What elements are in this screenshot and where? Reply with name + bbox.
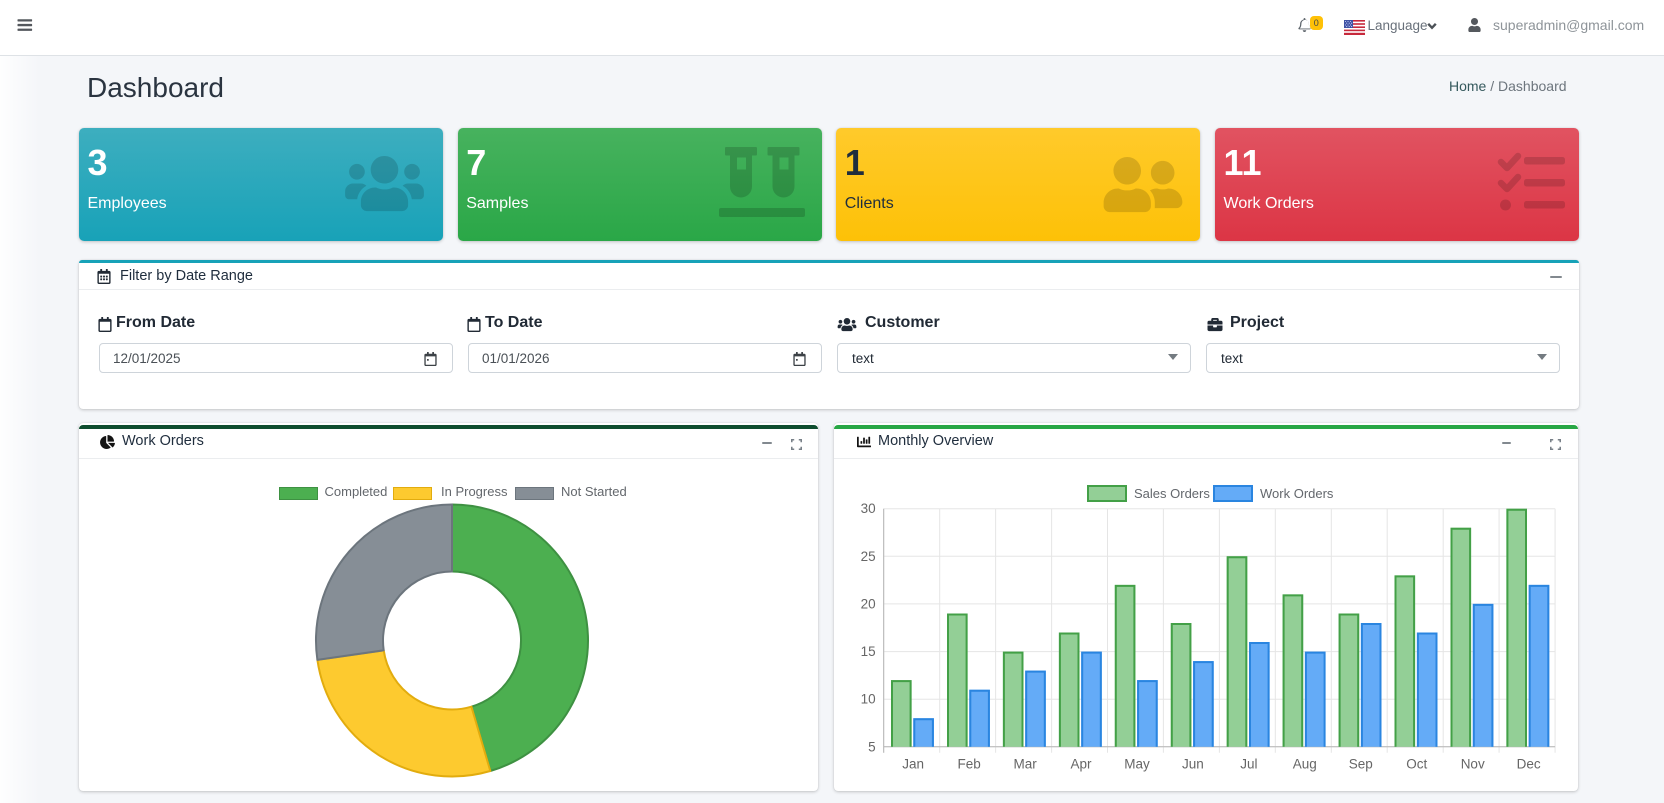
svg-text:Feb: Feb bbox=[957, 756, 980, 771]
svg-text:Dec: Dec bbox=[1517, 756, 1541, 771]
svg-text:20: 20 bbox=[861, 596, 876, 611]
svg-text:Mar: Mar bbox=[1013, 756, 1037, 771]
svg-text:Jun: Jun bbox=[1182, 756, 1204, 771]
svg-text:25: 25 bbox=[861, 549, 876, 564]
svg-text:Jan: Jan bbox=[902, 756, 924, 771]
svg-text:Jul: Jul bbox=[1240, 756, 1257, 771]
svg-text:15: 15 bbox=[861, 644, 876, 659]
svg-text:10: 10 bbox=[861, 692, 876, 707]
svg-text:May: May bbox=[1124, 756, 1150, 771]
svg-text:Oct: Oct bbox=[1406, 756, 1427, 771]
svg-text:5: 5 bbox=[868, 739, 876, 754]
svg-text:Sep: Sep bbox=[1349, 756, 1373, 771]
svg-text:Nov: Nov bbox=[1461, 756, 1485, 771]
svg-text:30: 30 bbox=[861, 501, 876, 516]
svg-text:Aug: Aug bbox=[1293, 756, 1317, 771]
svg-text:Apr: Apr bbox=[1070, 756, 1092, 771]
